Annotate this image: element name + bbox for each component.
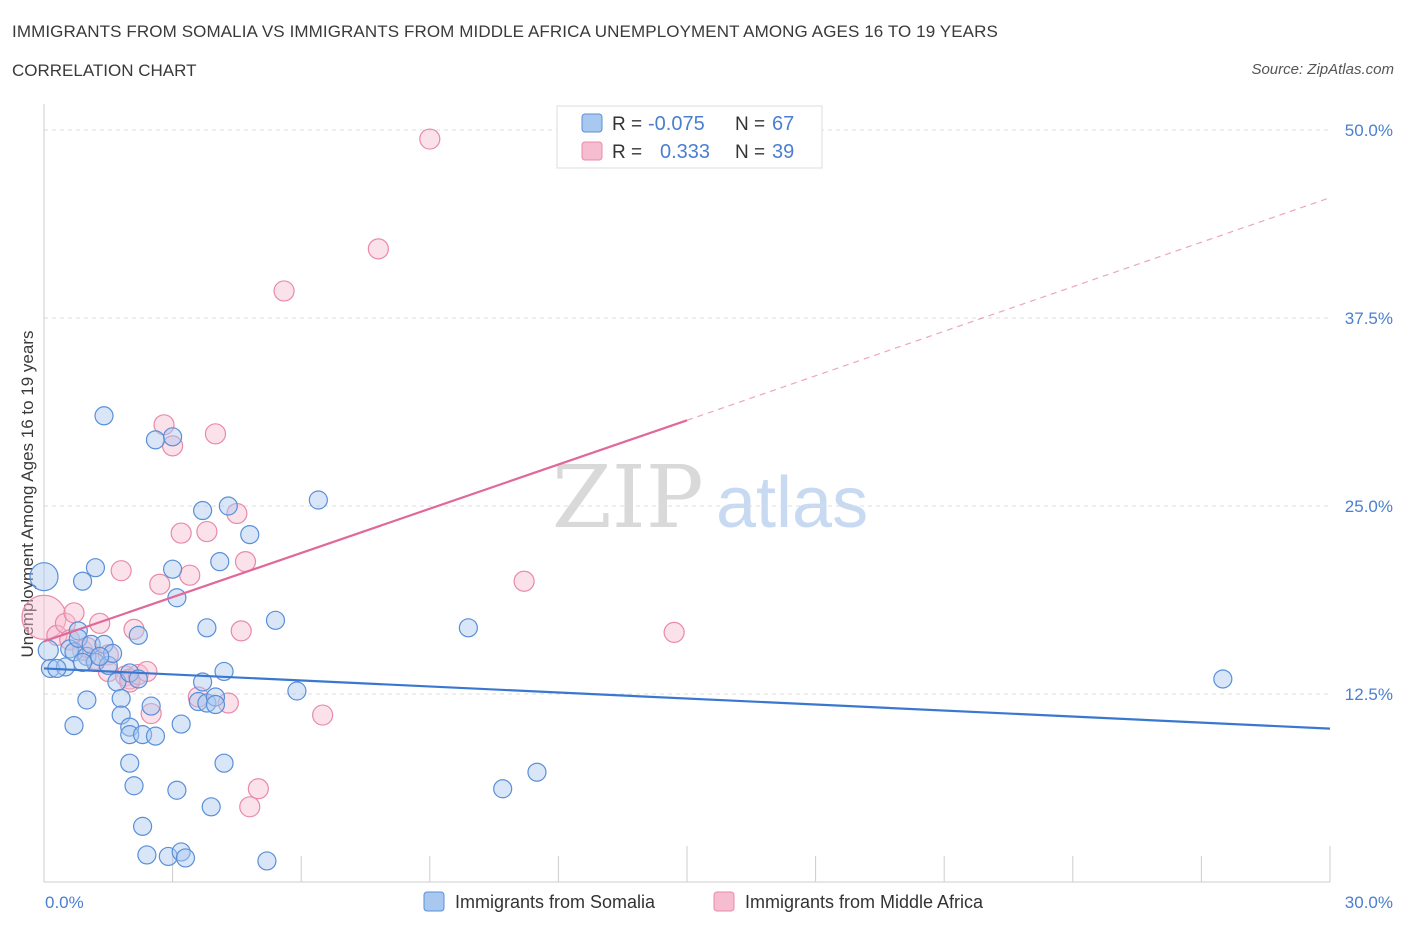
somalia-point	[240, 524, 260, 545]
somalia-point	[77, 690, 97, 710]
somalia-point	[72, 652, 93, 673]
y-tick-label: 37.5%	[1345, 309, 1393, 328]
y-tick-label: 50.0%	[1345, 121, 1393, 140]
somalia-point	[210, 552, 230, 572]
somalia-point	[197, 618, 217, 638]
somalia-point	[72, 571, 93, 591]
somalia-point	[458, 618, 478, 638]
somalia-point	[132, 816, 153, 836]
somalia-point	[64, 715, 84, 736]
chart-subtitle: CORRELATION CHART	[12, 61, 197, 80]
africa-point	[419, 128, 441, 150]
somalia-point	[205, 694, 226, 715]
watermark-atlas: atlas	[716, 463, 868, 543]
somalia-point	[29, 562, 59, 592]
somalia-point	[171, 714, 191, 734]
tick-labels: 12.5% 25.0% 37.5% 50.0% 0.0% 30.0%	[45, 121, 1393, 912]
somalia-point	[214, 753, 234, 773]
africa-point	[149, 573, 171, 595]
somalia-point	[163, 427, 183, 447]
africa-point	[140, 702, 162, 725]
africa-point	[513, 570, 535, 592]
legend-key-africa	[713, 891, 735, 912]
legend-n-label-africa: N =	[735, 142, 765, 163]
somalia-point	[90, 646, 110, 667]
somalia-point	[167, 780, 187, 800]
somalia-point	[128, 625, 148, 645]
legend-n-value-africa: 39	[772, 141, 794, 163]
somalia-point	[193, 672, 213, 692]
somalia-point	[287, 681, 307, 701]
africa-point	[179, 564, 201, 586]
somalia-point	[145, 726, 166, 746]
legend-swatch-africa	[581, 141, 603, 161]
legend-r-label-somalia: R =	[612, 114, 642, 135]
africa-point	[21, 594, 67, 640]
axes	[43, 104, 1331, 883]
legend-swatch-somalia	[581, 113, 603, 133]
legend-r-value-africa: 0.333	[660, 141, 710, 163]
legend-r-value-somalia: -0.075	[648, 113, 705, 135]
legend-n-value-somalia: 67	[772, 113, 794, 135]
somalia-point	[111, 688, 131, 709]
africa-point	[110, 560, 132, 582]
legend-n-label-somalia: N =	[735, 114, 765, 135]
series-legend: Immigrants from Somalia Immigrants from …	[423, 891, 984, 912]
somalia-point	[308, 490, 328, 510]
somalia-point	[265, 610, 286, 630]
africa-point	[663, 621, 685, 643]
somalia-point	[124, 776, 144, 796]
somalia-point	[163, 559, 183, 579]
somalia-point	[257, 851, 277, 871]
legend-r-label-africa: R =	[612, 142, 642, 163]
africa-point	[367, 238, 389, 260]
somalia-point	[128, 669, 148, 689]
somalia-point	[158, 846, 178, 867]
africa-point	[273, 280, 295, 302]
trend-line-africa-extension	[686, 197, 1331, 421]
africa-point	[196, 520, 218, 543]
somalia-point	[175, 848, 196, 868]
somalia-point	[218, 496, 238, 516]
stats-legend: R = -0.075 N = 67 R = 0.333 N = 39	[556, 105, 823, 169]
source-credit: Source: ZipAtlas.com	[1251, 61, 1394, 78]
africa-point	[247, 778, 269, 800]
legend-label-africa: Immigrants from Middle Africa	[745, 892, 984, 912]
watermark-zip: ZIP	[552, 448, 704, 548]
legend-key-somalia	[423, 891, 445, 912]
africa-point	[239, 796, 261, 818]
somalia-point	[527, 762, 547, 782]
trend-line-somalia	[43, 667, 1331, 730]
somalia-point	[137, 845, 157, 865]
somalia-point	[37, 639, 59, 661]
y-tick-label: 25.0%	[1345, 497, 1393, 516]
africa-point	[170, 522, 192, 544]
x-tick-label-min: 0.0%	[45, 893, 84, 912]
africa-point	[312, 704, 334, 726]
trend-lines	[43, 197, 1331, 730]
gridlines	[44, 129, 1330, 695]
somalia-point	[201, 797, 221, 817]
y-tick-label: 12.5%	[1345, 685, 1393, 704]
africa-point	[230, 620, 252, 642]
series-somalia-points	[29, 406, 1233, 871]
somalia-point	[205, 687, 226, 707]
x-tick-label-max: 30.0%	[1345, 893, 1393, 912]
somalia-point	[120, 753, 140, 773]
legend-label-somalia: Immigrants from Somalia	[455, 892, 656, 912]
somalia-point	[193, 500, 213, 521]
africa-point	[63, 602, 85, 624]
somalia-point	[68, 621, 88, 641]
chart-title: IMMIGRANTS FROM SOMALIA VS IMMIGRANTS FR…	[12, 22, 998, 41]
trend-line-africa	[43, 419, 688, 643]
somalia-point	[493, 779, 513, 799]
somalia-point	[85, 558, 106, 578]
somalia-point	[1213, 669, 1233, 689]
africa-point	[204, 423, 227, 445]
y-axis-label: Unemployment Among Ages 16 to 19 years	[18, 331, 37, 658]
somalia-point	[141, 696, 161, 716]
somalia-point	[94, 406, 114, 426]
somalia-point	[145, 430, 166, 450]
